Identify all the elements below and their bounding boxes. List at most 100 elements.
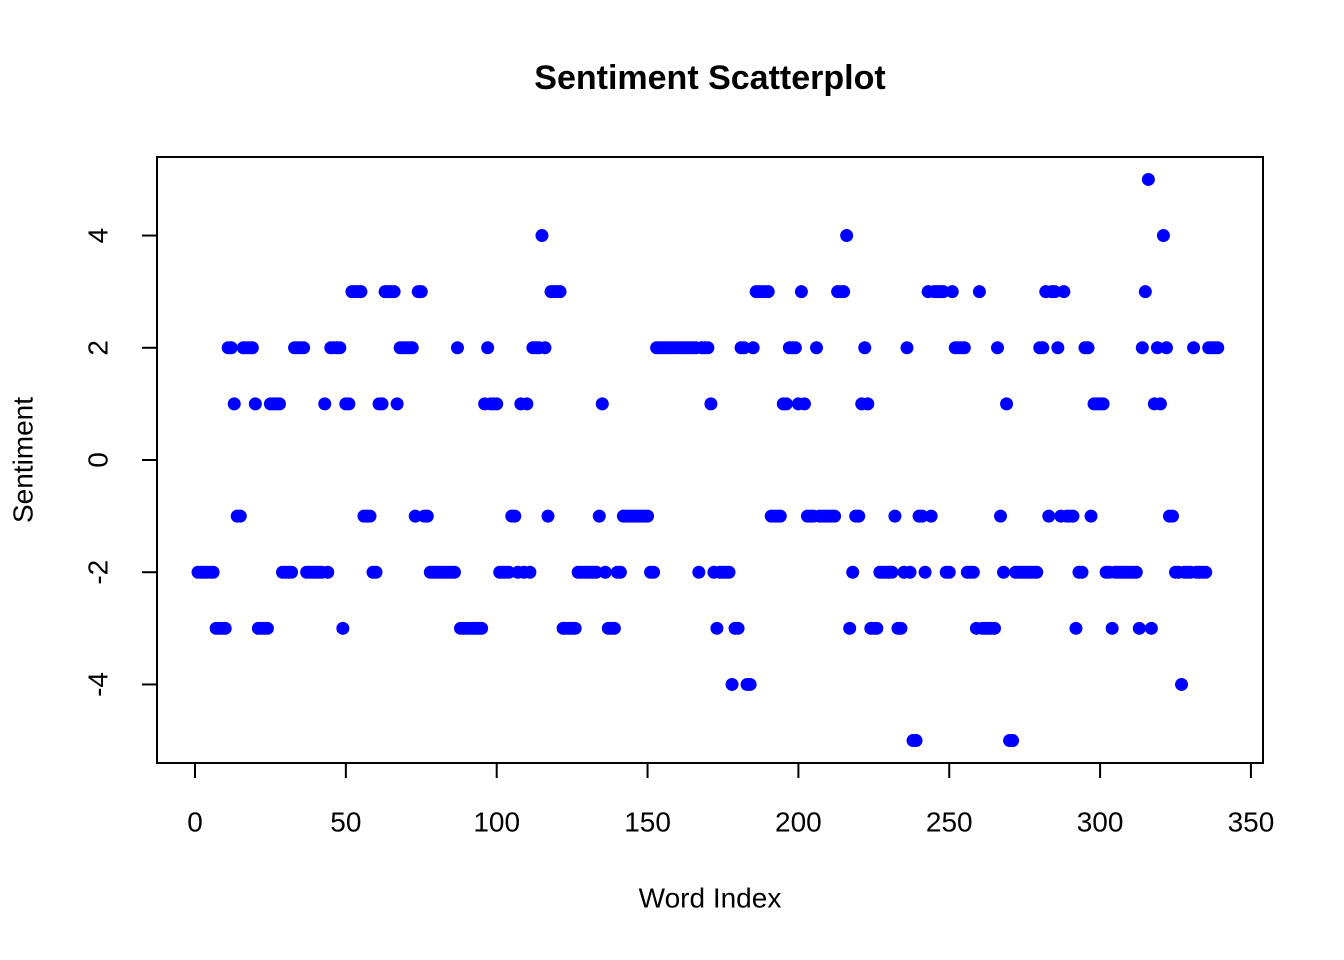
point	[894, 621, 908, 635]
point	[725, 677, 739, 691]
point	[1051, 341, 1065, 355]
point	[1199, 565, 1213, 579]
point	[743, 677, 757, 691]
point	[1144, 621, 1158, 635]
point	[369, 565, 383, 579]
point	[1096, 397, 1110, 411]
point	[731, 621, 745, 635]
point	[987, 621, 1001, 635]
point	[535, 229, 549, 243]
point	[568, 621, 582, 635]
y-tick-label: -2	[82, 560, 113, 585]
point	[1030, 565, 1044, 579]
point	[1132, 621, 1146, 635]
point	[1153, 397, 1167, 411]
point	[502, 565, 516, 579]
point	[260, 621, 274, 635]
point	[761, 285, 775, 299]
point	[523, 565, 537, 579]
point	[450, 341, 464, 355]
point	[936, 285, 950, 299]
point	[858, 341, 872, 355]
point	[837, 285, 851, 299]
point	[918, 565, 932, 579]
y-tick-label: -4	[82, 672, 113, 697]
x-tick-label: 350	[1228, 806, 1275, 837]
point	[1211, 341, 1225, 355]
point	[342, 397, 356, 411]
x-tick-label: 300	[1077, 806, 1124, 837]
point	[405, 341, 419, 355]
x-tick-label: 50	[330, 806, 361, 837]
point	[272, 397, 286, 411]
point	[1000, 397, 1014, 411]
y-tick-label: 2	[82, 340, 113, 356]
point	[1036, 341, 1050, 355]
point	[447, 565, 461, 579]
point	[598, 565, 612, 579]
x-tick-label: 200	[775, 806, 822, 837]
point	[797, 397, 811, 411]
point	[1069, 621, 1083, 635]
point	[924, 509, 938, 523]
y-tick-label: 4	[82, 228, 113, 244]
point	[966, 565, 980, 579]
point	[701, 341, 715, 355]
plot-frame	[156, 156, 1264, 764]
point	[354, 285, 368, 299]
point	[861, 397, 875, 411]
point	[779, 397, 793, 411]
point	[885, 565, 899, 579]
x-tick-label: 150	[624, 806, 671, 837]
point	[414, 285, 428, 299]
point	[957, 341, 971, 355]
point	[888, 509, 902, 523]
point	[333, 341, 347, 355]
point	[592, 509, 606, 523]
point	[1135, 341, 1149, 355]
point	[1187, 341, 1201, 355]
point	[233, 509, 247, 523]
x-tick-label: 250	[926, 806, 973, 837]
point	[746, 341, 760, 355]
point	[520, 397, 534, 411]
point	[589, 565, 603, 579]
point	[722, 565, 736, 579]
point	[1066, 509, 1080, 523]
point	[1129, 565, 1143, 579]
point	[390, 397, 404, 411]
point	[245, 341, 259, 355]
point	[1105, 621, 1119, 635]
point	[475, 621, 489, 635]
point	[1042, 509, 1056, 523]
point	[490, 397, 504, 411]
point	[1138, 285, 1152, 299]
point	[846, 565, 860, 579]
point	[420, 509, 434, 523]
x-tick-label: 100	[473, 806, 520, 837]
point	[321, 565, 335, 579]
point	[710, 621, 724, 635]
point	[206, 565, 220, 579]
point	[375, 397, 389, 411]
point	[828, 509, 842, 523]
point	[870, 621, 884, 635]
point	[647, 565, 661, 579]
point	[641, 509, 655, 523]
point	[1057, 285, 1071, 299]
point	[218, 621, 232, 635]
point	[1159, 341, 1173, 355]
point	[809, 341, 823, 355]
point	[1081, 341, 1095, 355]
point	[900, 341, 914, 355]
point	[1006, 734, 1020, 748]
point	[553, 285, 567, 299]
point	[773, 509, 787, 523]
point	[788, 341, 802, 355]
point	[991, 341, 1005, 355]
point	[227, 397, 241, 411]
point	[903, 565, 917, 579]
point	[1075, 565, 1089, 579]
point	[737, 341, 751, 355]
